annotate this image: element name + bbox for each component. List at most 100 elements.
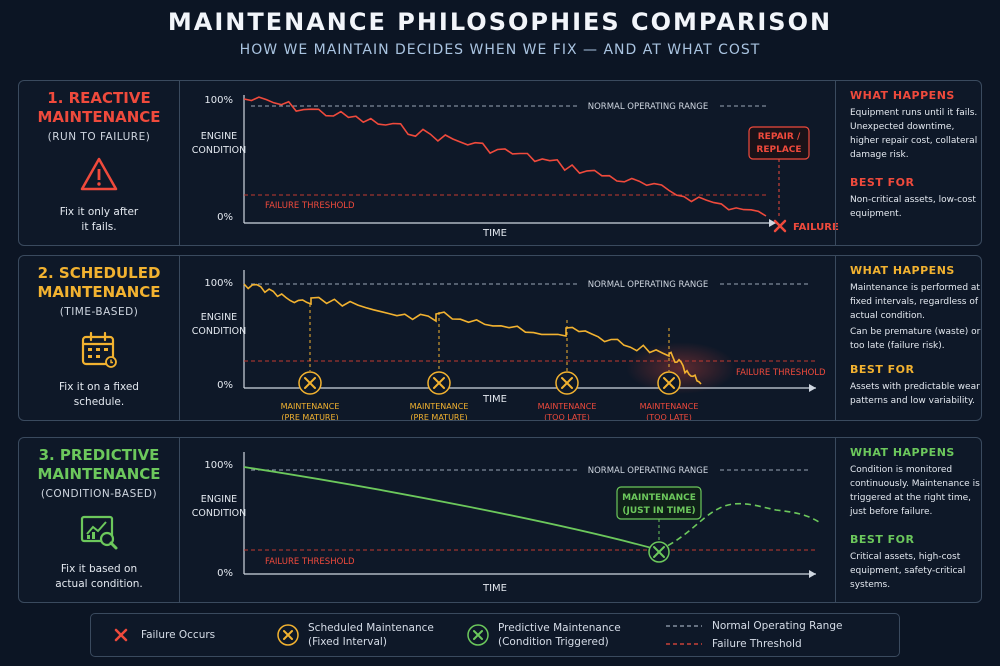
scheduled-what-line: actual condition. xyxy=(850,311,926,321)
maintenance-event-label: (TOO LATE) xyxy=(646,413,692,420)
normal-range-label-bg xyxy=(579,277,717,291)
normal-range-label: NORMAL OPERATING RANGE xyxy=(588,280,708,290)
reactive-summary: 1. REACTIVE MAINTENANCE (RUN TO FAILURE)… xyxy=(19,81,180,245)
normal-range-label: NORMAL OPERATING RANGE xyxy=(588,102,708,112)
predictive-summary: 3. PREDICTIVE MAINTENANCE (CONDITION-BAS… xyxy=(19,438,180,602)
maintenance-event-label: MAINTENANCE xyxy=(410,402,469,411)
legend-scheduled-line1: Scheduled Maintenance xyxy=(308,622,434,634)
legend-predictive-line2: (Condition Triggered) xyxy=(498,636,609,648)
normal-range-label-bg xyxy=(579,99,717,113)
scheduled-best-line: Assets with predictable wear xyxy=(850,382,980,392)
legend-scheduled-label: Scheduled Maintenance (Fixed Interval) xyxy=(308,621,434,649)
warning-triangle-icon xyxy=(80,157,118,191)
scheduled-condition-line xyxy=(243,283,702,385)
y-label-line2: CONDITION xyxy=(192,508,247,519)
reactive-what-line: Equipment runs until it fails. xyxy=(850,108,978,118)
predictive-what-line: continuously. Maintenance is xyxy=(850,479,980,489)
reactive-best-text: Non-critical assets, low-cost equipment. xyxy=(850,193,981,221)
x-axis-arrow xyxy=(769,219,776,227)
scheduled-best-text: Assets with predictable wear patterns an… xyxy=(850,380,981,408)
reactive-what-text: Equipment runs until it fails. Unexpecte… xyxy=(850,106,981,162)
scheduled-what-line: Maintenance is performed at xyxy=(850,283,980,293)
legend-threshold: Failure Threshold xyxy=(666,634,802,654)
reactive-panel: 1. REACTIVE MAINTENANCE (RUN TO FAILURE)… xyxy=(18,80,982,246)
predictive-what-line: just before failure. xyxy=(850,507,933,517)
scheduled-what-text: Maintenance is performed at fixed interv… xyxy=(850,281,981,323)
predictive-best-line: systems. xyxy=(850,580,891,590)
legend-normal-label: Normal Operating Range xyxy=(712,620,843,632)
legend: Failure Occurs Scheduled Maintenance (Fi… xyxy=(90,613,900,657)
wrench-icon-stroke xyxy=(433,377,445,389)
scheduled-summary: 2. SCHEDULED MAINTENANCE (TIME-BASED) Fi… xyxy=(19,256,180,420)
y-tick-100: 100% xyxy=(204,460,233,471)
scheduled-what-line: Can be premature (waste) or xyxy=(850,327,981,337)
scheduled-subtitle: (TIME-BASED) xyxy=(59,306,139,318)
predictive-title-line2: MAINTENANCE xyxy=(37,465,161,483)
reactive-description: Fix it only after it fails. xyxy=(19,205,179,235)
legend-normal: Normal Operating Range xyxy=(666,616,842,636)
reactive-desc-line2: it fails. xyxy=(81,221,117,233)
scheduled-maintenance-events: MAINTENANCE (PRE MATURE) MAINTENANCE (PRE M… xyxy=(281,304,699,420)
page-subtitle: HOW WE MAINTAIN DECIDES WHEN WE FIX — AN… xyxy=(239,42,761,58)
calendar-icon xyxy=(81,331,117,368)
scheduled-chart: 100% 0% ENGINE CONDITION TIME NORMAL OPE… xyxy=(192,270,826,420)
reactive-subtitle: (RUN TO FAILURE) xyxy=(47,131,151,143)
scheduled-what-heading: WHAT HAPPENS xyxy=(850,264,955,277)
failure-x-icon xyxy=(114,628,128,642)
reactive-best-line: equipment. xyxy=(850,209,902,219)
legend-scheduled: Scheduled Maintenance (Fixed Interval) xyxy=(276,614,434,656)
scheduled-what-text-2: Can be premature (waste) or too late (fa… xyxy=(850,325,981,353)
predictive-description: Fix it based on actual condition. xyxy=(19,562,179,592)
maintenance-event-label: MAINTENANCE xyxy=(640,402,699,411)
reactive-info: WHAT HAPPENS Equipment runs until it fai… xyxy=(835,81,981,245)
legend-scheduled-line2: (Fixed Interval) xyxy=(308,636,387,648)
normal-range-label-bg xyxy=(579,463,717,477)
scheduled-description: Fix it on a fixed schedule. xyxy=(19,380,179,410)
normal-range-label: NORMAL OPERATING RANGE xyxy=(588,466,708,476)
maintenance-event-label: (PRE MATURE) xyxy=(410,413,467,420)
scheduled-best-line: patterns and low variability. xyxy=(850,396,975,406)
predictive-desc-line1: Fix it based on xyxy=(60,563,138,575)
reactive-condition-line xyxy=(243,96,767,217)
jit-label-line1: MAINTENANCE xyxy=(622,493,696,503)
reactive-best-line: Non-critical assets, low-cost xyxy=(850,195,976,205)
y-label-line1: ENGINE xyxy=(201,312,237,323)
predictive-panel: 3. PREDICTIVE MAINTENANCE (CONDITION-BAS… xyxy=(18,437,982,603)
y-tick-100: 100% xyxy=(204,278,233,289)
x-axis-arrow xyxy=(809,570,816,578)
predictive-desc-line2: actual condition. xyxy=(55,578,143,590)
scheduled-best-heading: BEST FOR xyxy=(850,363,915,376)
x-label: TIME xyxy=(482,583,507,594)
wrench-icon-stroke xyxy=(304,377,316,389)
wrench-icon xyxy=(277,624,299,646)
x-label: TIME xyxy=(482,228,507,239)
failure-x-icon xyxy=(773,219,787,233)
predictive-maintenance-icon xyxy=(648,541,670,563)
reactive-title-line2: MAINTENANCE xyxy=(37,108,161,126)
predictive-best-line: Critical assets, high-cost xyxy=(850,552,961,562)
failure-label: FAILURE xyxy=(793,222,839,233)
predictive-what-text: Condition is monitored continuously. Mai… xyxy=(850,463,981,519)
analytics-magnifier-icon xyxy=(80,515,118,550)
page-title: MAINTENANCE PHILOSOPHIES COMPARISON xyxy=(167,8,833,36)
reactive-what-line: damage risk. xyxy=(850,150,909,160)
reactive-chart: 100% 0% ENGINE CONDITION TIME NORMAL OPE… xyxy=(192,95,839,239)
x-axis-arrow xyxy=(809,384,816,392)
y-label-line1: ENGINE xyxy=(201,494,237,505)
legend-predictive-line1: Predictive Maintenance xyxy=(498,622,621,634)
predictive-subtitle: (CONDITION-BASED) xyxy=(40,488,158,500)
legend-threshold-label: Failure Threshold xyxy=(712,638,802,650)
scheduled-title-line1: 2. SCHEDULED xyxy=(37,264,161,282)
predictive-title-line1: 3. PREDICTIVE xyxy=(38,446,160,464)
legend-failure-label: Failure Occurs xyxy=(141,629,216,641)
wrench-icon-stroke xyxy=(561,377,573,389)
failure-glow xyxy=(626,342,736,394)
y-tick-0: 0% xyxy=(217,380,233,391)
normal-range-swatch xyxy=(666,625,702,627)
predictive-what-heading: WHAT HAPPENS xyxy=(850,446,955,459)
failure-threshold-label: FAILURE THRESHOLD xyxy=(265,557,355,567)
repair-label-line1: REPAIR / xyxy=(758,132,801,142)
y-tick-0: 0% xyxy=(217,568,233,579)
reactive-title-line1: 1. REACTIVE xyxy=(47,89,151,107)
failure-threshold-label: FAILURE THRESHOLD xyxy=(265,201,355,211)
